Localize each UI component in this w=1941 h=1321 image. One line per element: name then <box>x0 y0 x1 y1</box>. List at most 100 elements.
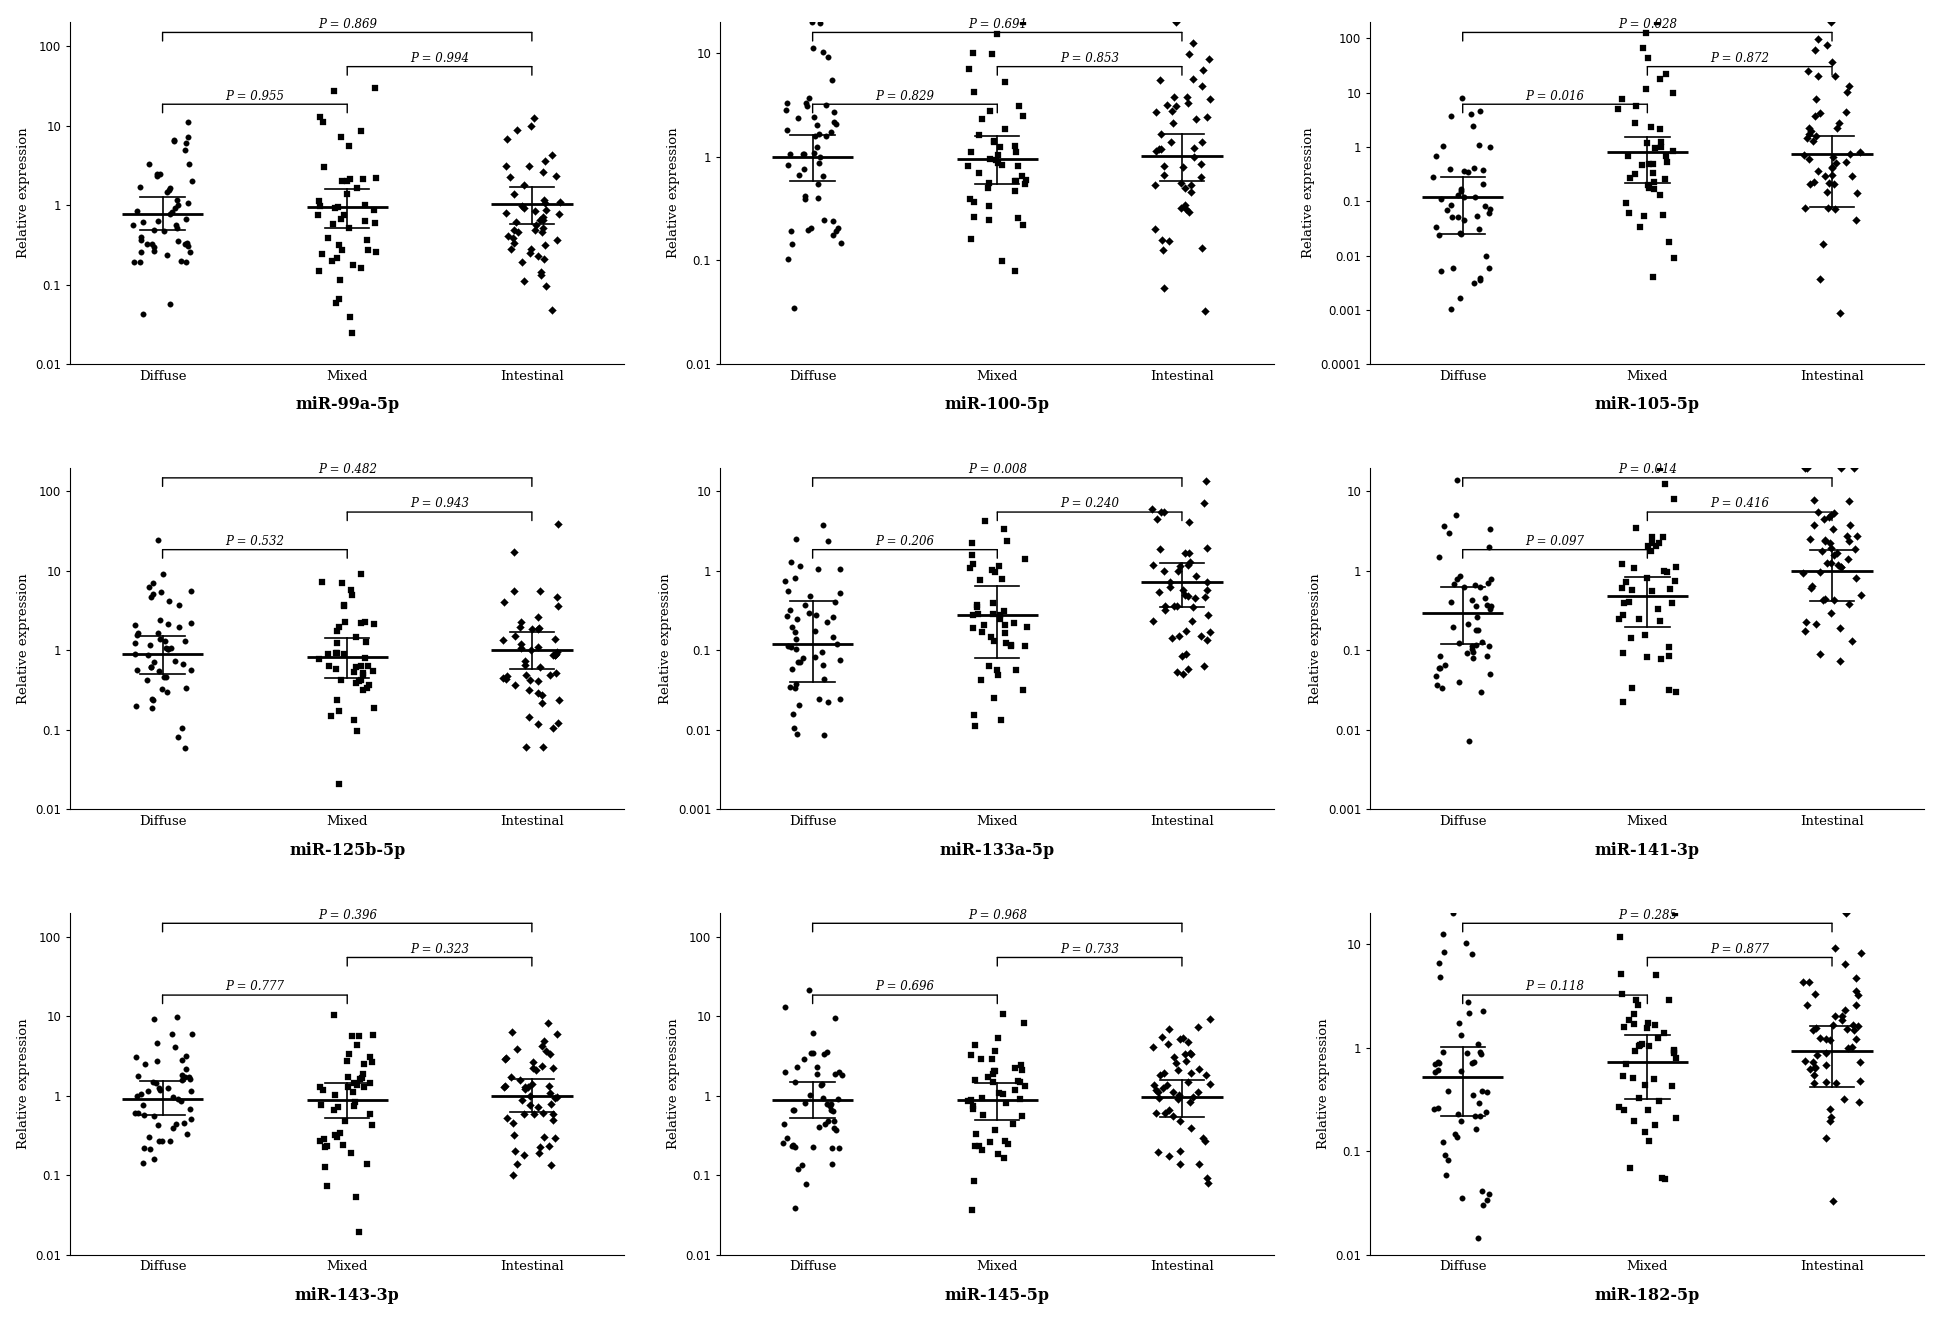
Point <box>1815 1106 1846 1127</box>
Point <box>1630 78 1661 99</box>
Point <box>169 1112 200 1133</box>
Text: P = 0.696: P = 0.696 <box>875 980 934 993</box>
Point <box>809 1114 840 1135</box>
Point <box>806 642 837 663</box>
Point <box>522 683 553 704</box>
Point <box>782 724 813 745</box>
Point <box>790 92 821 114</box>
Point <box>1840 539 1871 560</box>
Point <box>505 616 536 637</box>
Point <box>825 559 856 580</box>
Point <box>1141 141 1172 162</box>
Point <box>342 1034 373 1055</box>
Point <box>153 177 184 198</box>
Point <box>1658 82 1689 103</box>
Point <box>1803 268 1834 289</box>
Point <box>825 583 856 604</box>
Point <box>1186 132 1217 153</box>
Point <box>144 210 175 231</box>
Point <box>1821 152 1852 173</box>
Point <box>1632 48 1663 69</box>
Point <box>821 634 852 655</box>
Point <box>1419 1099 1450 1120</box>
Point <box>1799 1058 1830 1079</box>
Point <box>988 1004 1019 1025</box>
Point <box>1172 1032 1203 1053</box>
Point <box>974 100 1005 122</box>
Point <box>1190 587 1221 608</box>
Point <box>955 1044 986 1065</box>
Point <box>811 1042 842 1063</box>
X-axis label: miR-145-5p: miR-145-5p <box>945 1288 1050 1304</box>
Point <box>1621 164 1652 185</box>
Point <box>530 151 561 172</box>
Point <box>813 1110 844 1131</box>
Point <box>1795 576 1826 597</box>
Point <box>1617 1067 1648 1089</box>
Point <box>804 124 835 145</box>
Point <box>171 209 202 230</box>
Point <box>1139 1102 1170 1123</box>
Point <box>974 210 1005 231</box>
Point <box>120 1046 151 1067</box>
Point <box>1650 63 1681 85</box>
Point <box>1165 555 1196 576</box>
Point <box>815 122 846 143</box>
Point <box>318 81 349 102</box>
Point <box>1007 12 1038 33</box>
Point <box>169 738 200 760</box>
Point <box>1819 198 1850 219</box>
Point <box>542 229 573 250</box>
Point <box>813 48 844 69</box>
Point <box>1429 923 1460 945</box>
Point <box>1446 1061 1477 1082</box>
Point <box>1638 162 1669 184</box>
Text: P = 0.733: P = 0.733 <box>1060 943 1120 956</box>
Point <box>1141 1079 1172 1100</box>
Point <box>1832 526 1863 547</box>
Point <box>1170 643 1201 664</box>
Point <box>309 1136 340 1157</box>
Point <box>514 239 545 260</box>
Point <box>788 1092 819 1114</box>
Point <box>1458 1085 1489 1106</box>
Text: P = 0.323: P = 0.323 <box>410 943 470 956</box>
Point <box>1819 173 1850 194</box>
Point <box>153 614 184 635</box>
Point <box>823 218 854 239</box>
Point <box>1446 1024 1477 1045</box>
Point <box>1182 1081 1213 1102</box>
Point <box>340 1073 371 1094</box>
Point <box>1650 169 1681 190</box>
Point <box>1638 1067 1669 1089</box>
Point <box>1475 596 1506 617</box>
Point <box>821 1119 852 1140</box>
Point <box>1143 1087 1174 1108</box>
Point <box>320 633 351 654</box>
Point <box>998 613 1029 634</box>
Point <box>313 227 344 248</box>
Point <box>967 1087 998 1108</box>
Point <box>780 678 811 699</box>
Text: P = 0.118: P = 0.118 <box>1526 980 1584 993</box>
Point <box>1832 548 1863 569</box>
Point <box>815 1099 846 1120</box>
Point <box>530 193 561 214</box>
Point <box>1623 609 1654 630</box>
Point <box>505 1069 536 1090</box>
Point <box>318 214 349 235</box>
Point <box>788 143 819 164</box>
Point <box>1811 1029 1842 1050</box>
Point <box>1002 141 1033 162</box>
Point <box>314 705 345 727</box>
Point <box>534 1044 565 1065</box>
Point <box>499 581 530 602</box>
Point <box>965 1135 996 1156</box>
Point <box>328 594 359 616</box>
Point <box>1165 1141 1196 1162</box>
Point <box>959 705 990 727</box>
Point <box>782 609 813 630</box>
Point <box>1157 100 1188 122</box>
Point <box>1790 198 1821 219</box>
Point <box>138 219 169 240</box>
